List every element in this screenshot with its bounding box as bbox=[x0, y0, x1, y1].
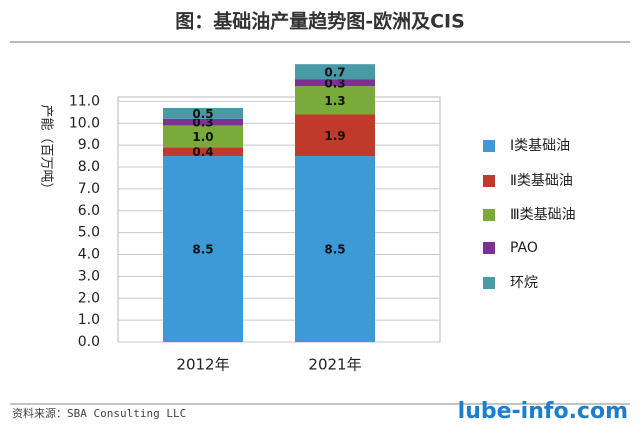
data-label: 1.3 bbox=[324, 94, 345, 108]
y-tick-label: 3.0 bbox=[78, 268, 100, 284]
data-label: 0.7 bbox=[324, 65, 345, 79]
data-label: 1.9 bbox=[324, 129, 345, 143]
legend-swatch bbox=[483, 209, 495, 221]
y-tick-label: 7.0 bbox=[78, 181, 100, 197]
legend-label: Ⅰ类基础油 bbox=[510, 137, 570, 154]
data-label: 8.5 bbox=[192, 243, 213, 257]
y-axis-label: 产能（百万吨） bbox=[39, 104, 54, 195]
watermark: lube-info.com bbox=[458, 399, 628, 424]
legend-swatch bbox=[483, 242, 495, 254]
y-tick-label: 2.0 bbox=[78, 290, 100, 306]
source: 资料来源：SBA Consulting LLC bbox=[12, 406, 186, 420]
legend-swatch bbox=[483, 140, 495, 152]
bar-segment bbox=[163, 107, 243, 119]
bar-segment bbox=[295, 86, 375, 115]
y-tick-label: 11.0 bbox=[69, 93, 100, 109]
bar-segment bbox=[163, 125, 243, 148]
y-tick-label: 1.0 bbox=[78, 312, 100, 328]
legend-swatch bbox=[483, 175, 495, 187]
data-label: 0.5 bbox=[192, 107, 213, 121]
bar-segment bbox=[295, 64, 375, 80]
bar-segment bbox=[163, 147, 243, 157]
bar-segment bbox=[295, 79, 375, 87]
y-tick-label: 9.0 bbox=[78, 137, 100, 153]
legend-label: Ⅲ类基础油 bbox=[510, 206, 576, 223]
data-label: 8.5 bbox=[324, 243, 345, 257]
y-tick-label: 6.0 bbox=[78, 203, 100, 219]
legend-label: Ⅱ类基础油 bbox=[510, 172, 573, 189]
legend-label: 环烷 bbox=[510, 275, 538, 291]
legend-swatch bbox=[483, 277, 495, 289]
x-tick-label: 2021年 bbox=[308, 356, 361, 374]
bar-segment bbox=[295, 114, 375, 157]
y-tick-label: 5.0 bbox=[78, 225, 100, 241]
y-tick-label: 8.0 bbox=[78, 159, 100, 175]
y-tick-label: 10.0 bbox=[69, 115, 100, 131]
data-label: 0.3 bbox=[192, 116, 213, 130]
bar-segment bbox=[295, 156, 375, 342]
data-label: 1.0 bbox=[192, 130, 213, 144]
y-tick-label: 0.0 bbox=[78, 334, 100, 350]
legend-label: PAO bbox=[510, 240, 538, 256]
x-tick-label: 2012年 bbox=[176, 356, 229, 374]
chart-title: 图：基础油产量趋势图-欧洲及CIS bbox=[175, 10, 465, 33]
data-label: 0.3 bbox=[324, 76, 345, 90]
bar-segment bbox=[163, 156, 243, 342]
bar-segment bbox=[163, 118, 243, 126]
data-label: 0.4 bbox=[192, 145, 213, 159]
y-tick-label: 4.0 bbox=[78, 247, 100, 263]
